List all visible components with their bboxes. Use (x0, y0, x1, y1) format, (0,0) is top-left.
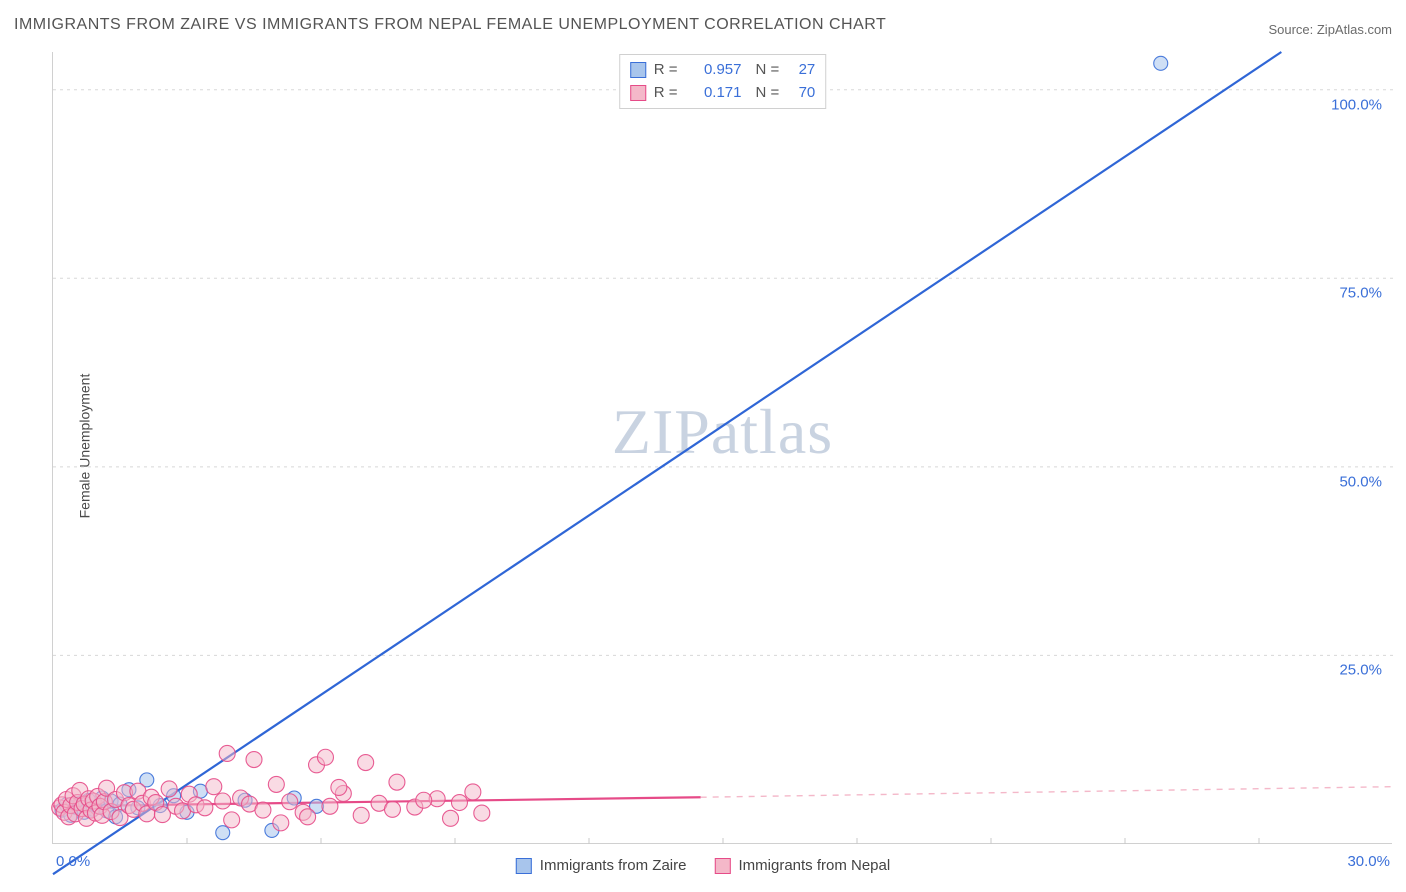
y-tick-label: 50.0% (1339, 473, 1382, 490)
plot-area: ZIPatlas R = 0.957 N = 27 R = 0.171 N = … (52, 52, 1392, 844)
n-label: N = (756, 59, 780, 82)
legend-swatch-nepal (630, 85, 646, 101)
r-value-zaire: 0.957 (686, 59, 742, 82)
legend-label-zaire: Immigrants from Zaire (540, 857, 687, 874)
legend-item-nepal: Immigrants from Nepal (714, 857, 890, 874)
n-value-zaire: 27 (787, 59, 815, 82)
legend-label-nepal: Immigrants from Nepal (738, 857, 890, 874)
legend-item-zaire: Immigrants from Zaire (516, 857, 687, 874)
y-tick-label: 75.0% (1339, 285, 1382, 302)
r-label: R = (654, 82, 678, 105)
r-value-nepal: 0.171 (686, 82, 742, 105)
x-max-label: 30.0% (1347, 853, 1390, 870)
n-label: N = (756, 82, 780, 105)
x-origin-label: 0.0% (56, 853, 90, 870)
r-label: R = (654, 59, 678, 82)
y-tick-label: 100.0% (1331, 96, 1382, 113)
y-tick-label: 25.0% (1339, 662, 1382, 679)
legend-swatch-zaire-icon (516, 858, 532, 874)
legend-row-nepal: R = 0.171 N = 70 (630, 82, 816, 105)
source-attribution: Source: ZipAtlas.com (1268, 22, 1392, 37)
legend-row-zaire: R = 0.957 N = 27 (630, 59, 816, 82)
legend-swatch-nepal-icon (714, 858, 730, 874)
series-legend: Immigrants from Zaire Immigrants from Ne… (516, 857, 890, 874)
chart-title: IMMIGRANTS FROM ZAIRE VS IMMIGRANTS FROM… (14, 16, 886, 34)
correlation-legend: R = 0.957 N = 27 R = 0.171 N = 70 (619, 54, 827, 109)
chart-svg (53, 52, 1392, 843)
n-value-nepal: 70 (787, 82, 815, 105)
legend-swatch-zaire (630, 62, 646, 78)
